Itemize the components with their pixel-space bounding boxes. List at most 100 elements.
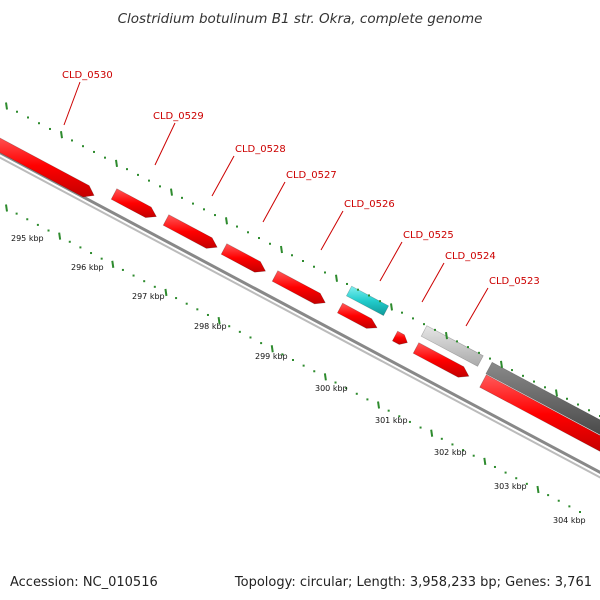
upper-scale-minor-tick	[577, 403, 579, 406]
upper-scale-major-tick	[225, 217, 228, 225]
upper-scale-minor-tick	[247, 231, 249, 234]
upper-scale-major-tick	[60, 131, 63, 139]
upper-scale-minor-tick	[126, 168, 128, 171]
cds-arrow	[336, 302, 378, 329]
lower-scale-minor-tick	[68, 240, 71, 243]
gene-label[interactable]: CLD_0528	[235, 144, 286, 155]
lower-scale-minor-tick	[515, 477, 518, 480]
upper-scale-minor-tick	[368, 294, 370, 297]
lower-scale-minor-tick	[472, 454, 475, 457]
upper-scale-minor-tick	[302, 260, 304, 262]
lower-scale-minor-tick	[440, 437, 443, 440]
genome-map: CLD_0530 CLD_0529 CLD_0528 CLD_0527 CLD_0526…	[0, 70, 600, 525]
lower-scale-minor-tick	[206, 313, 209, 316]
lower-scale-minor-tick	[302, 364, 305, 367]
lower-scale-minor-tick	[100, 257, 103, 260]
upper-scale-minor-tick	[357, 288, 359, 291]
lower-scale-minor-tick	[175, 297, 178, 300]
rna-feature-bar	[345, 285, 390, 317]
genome-backbone	[0, 150, 600, 475]
gc-bar-light	[420, 325, 484, 367]
lower-scale-major-tick	[430, 429, 434, 437]
lower-scale-minor-tick	[79, 246, 82, 249]
gene-label-connector	[211, 155, 235, 197]
lower-scale-major-tick	[111, 260, 115, 268]
lower-scale-major-tick	[58, 232, 62, 240]
upper-scale-minor-tick	[346, 282, 348, 285]
lower-scale-major-tick	[217, 316, 221, 325]
lower-scale-minor-tick	[355, 392, 358, 395]
cds-arrow	[110, 188, 157, 218]
map-title: Clostridium botulinum B1 str. Okra, comp…	[118, 11, 483, 27]
upper-scale-minor-tick	[93, 150, 95, 153]
upper-scale-minor-tick	[478, 351, 480, 354]
lower-scale-minor-tick	[504, 471, 507, 474]
upper-scale-minor-tick	[258, 237, 260, 240]
kbp-position-label: 304 kbp	[553, 516, 586, 525]
upper-scale-major-tick	[115, 159, 118, 168]
gene-label-connector	[262, 181, 286, 223]
gene-label[interactable]: CLD_0529	[153, 111, 204, 122]
lower-scale-minor-tick	[132, 274, 135, 277]
upper-scale-minor-tick	[566, 397, 568, 400]
upper-scale-minor-tick	[489, 357, 491, 360]
cds-arrow	[391, 330, 408, 345]
lower-scale-minor-tick	[281, 353, 284, 356]
gene-label[interactable]: CLD_0523	[489, 276, 540, 287]
kbp-position-label: 298 kbp	[194, 322, 227, 331]
kbp-position-label: 296 kbp	[71, 263, 104, 272]
upper-scale-minor-tick	[148, 179, 150, 182]
lower-scale-minor-tick	[366, 398, 369, 401]
gene-label-connector	[379, 241, 403, 282]
upper-scale-minor-tick	[522, 374, 524, 377]
kbp-position-label: 301 kbp	[375, 416, 408, 425]
upper-scale-major-tick	[390, 303, 393, 311]
upper-scale-minor-tick	[203, 208, 205, 211]
topology-text: Topology: circular; Length: 3,958,233 bp…	[234, 575, 592, 590]
lower-scale-minor-tick	[36, 223, 39, 226]
gene-label[interactable]: CLD_0526	[344, 199, 395, 210]
upper-scale-major-tick	[500, 360, 503, 368]
gene-label[interactable]: CLD_0524	[445, 251, 496, 262]
lower-scale-minor-tick	[451, 443, 454, 446]
kbp-position-label: 299 kbp	[255, 352, 288, 361]
lower-scale-minor-tick	[260, 342, 263, 345]
gene-label-connector	[320, 210, 344, 251]
upper-scale-minor-tick	[434, 328, 436, 331]
upper-scale-minor-tick	[214, 214, 216, 217]
gene-label[interactable]: CLD_0525	[403, 230, 454, 241]
upper-scale-major-tick	[280, 245, 283, 254]
upper-scale-minor-tick	[324, 271, 326, 274]
upper-scale-minor-tick	[16, 110, 18, 113]
gc-bar-dark	[485, 361, 600, 435]
upper-scale-minor-tick	[291, 254, 293, 257]
upper-scale-minor-tick	[588, 409, 590, 412]
lower-scale-minor-tick	[185, 302, 188, 305]
lower-scale-minor-tick	[26, 218, 29, 221]
lower-scale-minor-tick	[345, 387, 348, 390]
lower-scale-major-tick	[164, 288, 168, 297]
genome-backbone-shadow	[0, 156, 600, 479]
lower-scale-minor-tick	[334, 381, 337, 384]
cds-arrow	[0, 137, 95, 198]
gene-label[interactable]: CLD_0527	[286, 170, 337, 181]
lower-scale-minor-tick	[568, 505, 571, 508]
upper-scale-minor-tick	[104, 156, 106, 159]
upper-scale-minor-tick	[544, 386, 546, 389]
lower-scale-minor-tick	[493, 465, 496, 468]
lower-scale-minor-tick	[249, 336, 252, 339]
cds-arrow	[162, 214, 218, 249]
lower-scale-major-tick	[5, 204, 8, 212]
upper-scale-major-tick	[335, 274, 338, 282]
upper-scale-minor-tick	[412, 317, 414, 320]
cds-arrow	[220, 243, 266, 273]
lower-scale-minor-tick	[525, 482, 528, 485]
accession-text: Accession: NC_010516	[10, 575, 158, 590]
upper-scale-minor-tick	[456, 340, 458, 343]
upper-scale-minor-tick	[401, 311, 403, 314]
lower-scale-minor-tick	[387, 409, 390, 412]
gene-label-connector	[63, 81, 81, 126]
gene-label[interactable]: CLD_0530	[62, 70, 113, 81]
lower-scale-major-tick	[536, 485, 540, 494]
kbp-position-label: 303 kbp	[494, 482, 527, 491]
